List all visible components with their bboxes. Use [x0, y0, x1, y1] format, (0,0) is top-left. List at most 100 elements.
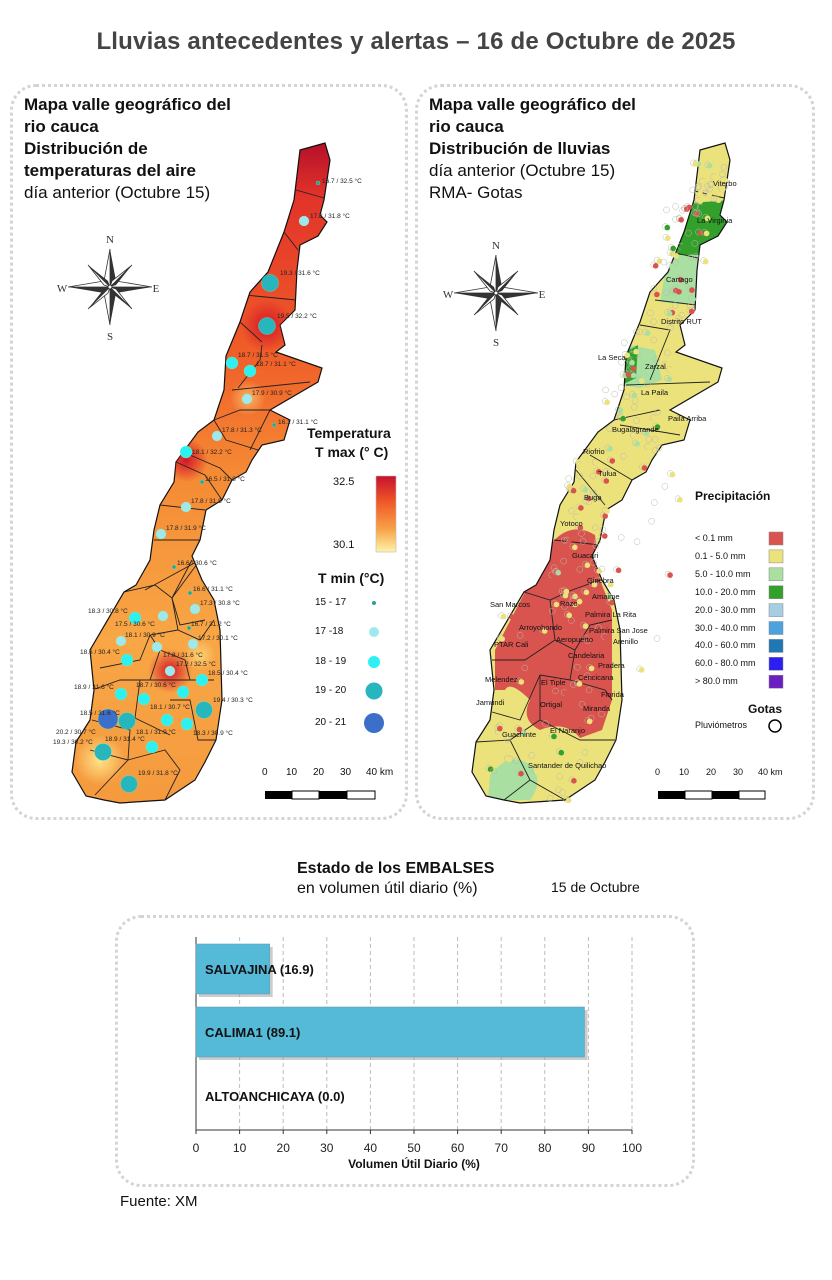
pluviometer-marker — [576, 566, 584, 573]
pluviometer-marker — [719, 171, 726, 178]
town-label: Aeropuerto — [556, 635, 593, 644]
pluviometer-marker — [617, 534, 625, 541]
rain-gauge-marker — [609, 599, 615, 606]
scale-label: 10 — [679, 767, 690, 777]
station-marker — [186, 625, 192, 631]
pluviometer-marker — [550, 564, 558, 572]
rain-gauge-marker — [706, 162, 713, 169]
pluviometer-marker — [490, 767, 497, 775]
rain-gauge-marker — [702, 258, 709, 265]
rain-gauge-marker — [584, 562, 591, 568]
town-label: Zarzal — [645, 362, 666, 371]
station-marker — [155, 528, 167, 540]
town-label: Rozo — [560, 599, 578, 608]
station-label: 16.6 / 31.1 °C — [193, 585, 233, 593]
rain-gauge-marker — [670, 245, 676, 252]
pluviometer-marker — [685, 229, 692, 237]
scale-bar — [265, 790, 376, 800]
station-label: 18.6 / 30.4 °C — [80, 648, 120, 656]
compass-point — [496, 255, 502, 293]
pluviometer-marker — [611, 390, 618, 398]
pluviometer-marker — [707, 181, 714, 188]
precipitation-class-label: 10.0 - 20.0 mm — [695, 586, 756, 597]
pluviometer-marker — [542, 720, 549, 727]
station-marker — [189, 603, 201, 615]
pluviometer-marker — [664, 349, 671, 357]
station-label: 17.8 / 31.3 °C — [222, 426, 262, 434]
rain-gauge-marker — [586, 718, 593, 725]
rain-gauge-marker — [578, 505, 584, 511]
tmin-class-label: 15 - 17 — [315, 597, 347, 608]
precipitation-class-label: 30.0 - 40.0 mm — [695, 622, 756, 633]
station-markers: 16.7 / 32.5 °C 17.8 / 31.8 °C 19.3 / 31.6 … — [53, 177, 362, 793]
rain-gauge-marker — [497, 730, 504, 736]
rain-gauge-marker — [667, 572, 673, 578]
rain-gauge-marker — [607, 594, 613, 600]
scale-label: 30 — [733, 767, 744, 777]
rain-gauge-marker — [518, 770, 524, 777]
town-label: Santander de Quilichao — [528, 761, 606, 770]
rain-gauge-marker — [679, 244, 686, 250]
pluviometer-marker — [576, 759, 584, 766]
rain-gauge-marker — [609, 458, 616, 464]
pluviometer-marker — [576, 472, 584, 480]
pluviometer-marker — [590, 559, 597, 566]
pluviometer-marker — [546, 794, 554, 802]
heading-line: rio cauca — [429, 117, 504, 136]
station-marker — [243, 364, 257, 378]
station-marker — [211, 430, 223, 442]
town-label: Candelaria — [568, 651, 605, 660]
station-label: 20.2 / 30.7 °C — [56, 728, 96, 736]
pluviometer-marker — [552, 687, 559, 695]
rain-gauge-marker — [615, 567, 622, 574]
town-label: Melendez — [485, 675, 518, 684]
pluviometer-marker — [618, 358, 625, 366]
compass-point — [109, 264, 133, 288]
compass-letter-n: N — [492, 240, 500, 252]
town-labels: Viterbo La Virginia Cartago Distrito RUT La … — [476, 179, 737, 770]
scale-label: 30 — [340, 767, 352, 778]
station-label: 18.3 / 30.9 °C — [193, 729, 233, 737]
station-marker — [145, 740, 159, 754]
scale-label: 40 km — [366, 767, 394, 778]
town-label: Florida — [601, 690, 625, 699]
pluviometer-marker — [650, 318, 657, 325]
page-title: Lluvias antecedentes y alertas – 16 de O… — [96, 28, 736, 55]
scale-label: 20 — [706, 767, 717, 777]
pluviometer-symbol — [768, 719, 782, 733]
station-label: 18.3 / 30.8 °C — [88, 607, 128, 615]
station-label: 17.2 / 32.5 °C — [176, 660, 216, 668]
rain-gauge-marker — [720, 186, 726, 192]
temperature-map: 16.7 / 32.5 °C 17.8 / 31.8 °C 19.3 / 31.6 … — [53, 142, 362, 804]
rain-gauge-marker — [697, 198, 703, 205]
pluviometer-marker — [584, 672, 591, 679]
rain-gauge-marker — [602, 533, 608, 539]
maps-canvas: 16.7 / 32.5 °C 17.8 / 31.8 °C 19.3 / 31.6 … — [53, 142, 784, 804]
town-label: Cartago — [666, 275, 693, 284]
town-label: La Virginia — [697, 216, 733, 225]
rain-gauge-marker — [701, 179, 708, 185]
heading-line: rio cauca — [24, 117, 99, 136]
tmin-legend — [364, 601, 384, 733]
rain-gauge-marker — [487, 766, 494, 772]
town-label: Riofrio — [583, 447, 605, 456]
pluviometer-marker — [648, 517, 655, 525]
heading-line: día anterior (Octubre 15) — [429, 161, 616, 180]
rain-gauge-marker — [693, 211, 700, 217]
compass-point — [495, 270, 519, 294]
rain-gauge-marker — [689, 287, 695, 293]
pluviometer-marker — [592, 542, 600, 550]
rain-gauge-marker — [690, 296, 696, 303]
pluviometer-marker — [582, 634, 589, 642]
compass-rose-icon: N S W E — [57, 234, 160, 343]
heading-line: día anterior (Octubre 15) — [24, 183, 211, 202]
rain-gauge-marker — [572, 593, 578, 600]
tmin-class-label: 20 - 21 — [315, 717, 347, 728]
precipitation-class-label: 0.1 - 5.0 mm — [695, 550, 746, 561]
precipitation-class-swatch — [768, 531, 784, 546]
station-label: 17.8 / 31.6 °C — [163, 651, 203, 659]
station-label: 18.7 / 31.5 °C — [238, 351, 278, 359]
rain-gauge-marker — [603, 634, 610, 641]
rain-gauge-marker — [565, 797, 572, 804]
pluviometer-marker — [595, 624, 602, 631]
